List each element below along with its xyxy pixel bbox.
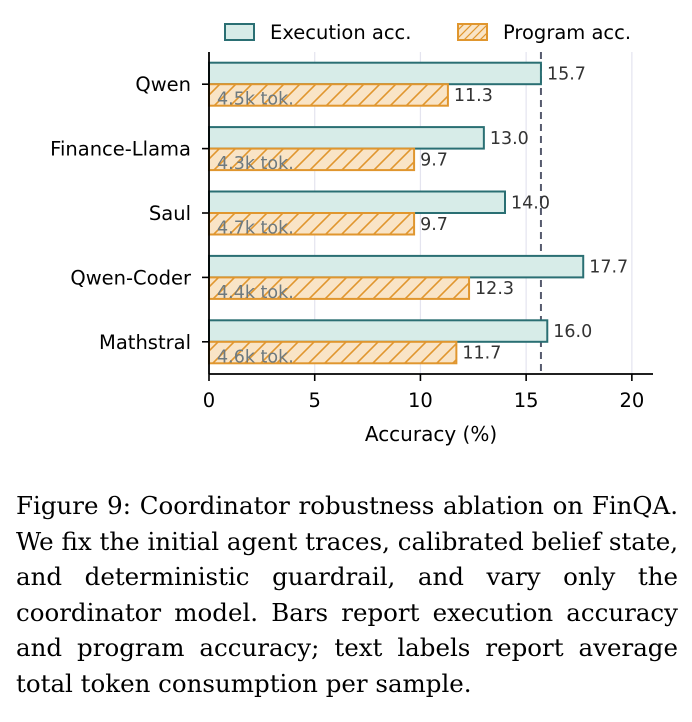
token-label: 4.6k tok. — [217, 347, 294, 367]
data-label-execution: 15.7 — [547, 64, 586, 84]
y-tick-label: Qwen — [135, 73, 191, 96]
bar-chart: Execution acc. Program acc. Qwen Finance-L… — [50, 21, 653, 446]
x-axis-label: Accuracy (%) — [365, 422, 497, 446]
y-tick-label: Saul — [149, 202, 191, 225]
y-tick-label: Qwen-Coder — [70, 266, 192, 289]
token-label: 4.4k tok. — [217, 283, 294, 303]
token-label: 4.5k tok. — [217, 90, 294, 110]
y-tick-label: Mathstral — [99, 331, 191, 354]
data-label-program: 9.7 — [420, 150, 448, 170]
x-tick-label: 20 — [619, 389, 644, 412]
data-label-program: 9.7 — [420, 215, 448, 235]
data-label-program: 11.7 — [462, 344, 501, 364]
bar-execution-mathstral — [208, 319, 549, 343]
axes: Qwen Finance-Llama Saul Qwen-Coder Mathstral… — [50, 52, 653, 446]
data-label-execution: 13.0 — [490, 129, 529, 149]
token-label: 4.7k tok. — [217, 219, 294, 239]
y-tick-label: Finance-Llama — [50, 138, 191, 161]
legend: Execution acc. Program acc. — [224, 21, 631, 44]
figure-caption: Figure 9: Coordinator robustness ablatio… — [16, 491, 678, 698]
legend-swatch-execution — [224, 23, 255, 41]
data-label-execution: 16.0 — [553, 322, 592, 342]
bar-execution-qwen-coder — [208, 254, 585, 279]
bar-execution-qwen — [208, 61, 542, 86]
data-label-program: 11.3 — [454, 86, 493, 106]
x-tick-label: 5 — [309, 389, 321, 412]
x-tick-label: 10 — [408, 389, 433, 412]
x-tick-label: 15 — [514, 389, 539, 412]
legend-label-execution: Execution acc. — [270, 21, 411, 44]
legend-label-program: Program acc. — [503, 21, 631, 44]
data-label-program: 12.3 — [475, 279, 514, 299]
token-label: 4.3k tok. — [217, 154, 294, 174]
bar-execution-saul — [208, 190, 506, 214]
data-label-execution: 17.7 — [589, 258, 628, 278]
bar-execution-finance-llama — [208, 126, 485, 150]
data-label-execution: 14.0 — [511, 193, 550, 213]
bar-labels: 15.7 11.3 4.5k tok. 13.0 9.7 4.3k tok. 14.0 9.7… — [217, 64, 628, 367]
bars — [208, 61, 585, 365]
legend-swatch-program — [457, 23, 488, 41]
x-tick-label: 0 — [203, 389, 215, 412]
